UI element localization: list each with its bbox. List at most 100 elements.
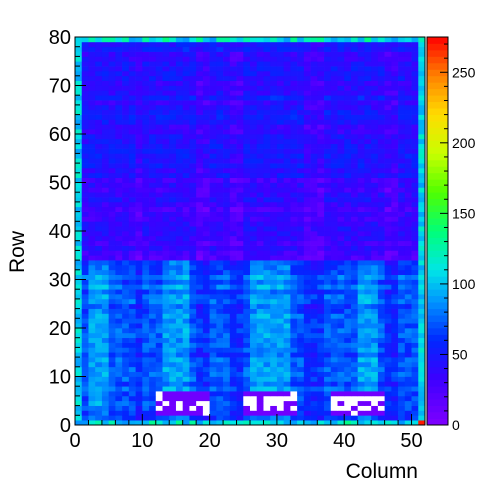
heatmap-cell xyxy=(122,279,130,285)
heatmap-cell xyxy=(229,95,237,101)
heatmap-cell xyxy=(364,361,372,368)
colorbar-segment xyxy=(427,218,448,225)
heatmap-cell xyxy=(75,119,83,125)
heatmap-cell xyxy=(357,221,365,227)
heatmap-cell xyxy=(371,143,379,149)
heatmap-cell xyxy=(250,405,258,411)
heatmap-cell xyxy=(404,177,412,183)
heatmap-cell xyxy=(216,187,224,193)
heatmap-cell xyxy=(243,386,251,392)
heatmap-cell xyxy=(350,104,359,111)
heatmap-cell xyxy=(243,279,251,285)
heatmap-cell xyxy=(149,182,157,188)
heatmap-cell xyxy=(283,405,291,411)
heatmap-cell xyxy=(162,366,170,372)
heatmap-cell xyxy=(411,376,419,382)
heatmap-cell xyxy=(398,163,406,169)
heatmap-cell xyxy=(371,332,379,339)
heatmap-cell xyxy=(101,371,109,377)
heatmap-cell xyxy=(270,109,278,115)
heatmap-cell xyxy=(317,61,325,67)
heatmap-cell xyxy=(276,70,284,77)
heatmap-cell xyxy=(229,250,237,256)
heatmap-cell xyxy=(371,395,379,402)
x-tick-label: 40 xyxy=(333,430,355,452)
heatmap-cell xyxy=(135,395,143,402)
heatmap-cell xyxy=(115,337,123,343)
heatmap-cell xyxy=(175,308,184,314)
heatmap-cell xyxy=(135,148,143,154)
heatmap-cell xyxy=(270,124,278,130)
heatmap-cell xyxy=(115,342,123,348)
heatmap-cell xyxy=(169,391,177,397)
heatmap-cell xyxy=(371,342,379,348)
heatmap-cell xyxy=(216,400,224,406)
heatmap-cell xyxy=(276,216,284,222)
heatmap-cell xyxy=(283,366,291,372)
heatmap-cell xyxy=(81,187,89,193)
heatmap-cell xyxy=(337,95,345,101)
heatmap-cell xyxy=(216,66,224,72)
heatmap-cell xyxy=(202,201,210,208)
heatmap-cell xyxy=(290,279,298,285)
heatmap-cell xyxy=(81,347,89,353)
heatmap-cell xyxy=(303,274,311,280)
heatmap-cell xyxy=(297,221,305,227)
heatmap-cell xyxy=(175,405,184,411)
heatmap-cell xyxy=(344,80,352,86)
heatmap-cell xyxy=(216,192,224,198)
heatmap-cell xyxy=(411,347,419,353)
heatmap-cell xyxy=(317,371,325,377)
heatmap-cell xyxy=(223,294,231,300)
heatmap-cell xyxy=(270,366,278,372)
heatmap-cell xyxy=(101,386,109,392)
heatmap-cell xyxy=(95,240,103,246)
heatmap-cell xyxy=(101,284,109,290)
heatmap-cell xyxy=(377,61,385,67)
heatmap-cell xyxy=(290,61,298,67)
heatmap-cell xyxy=(101,289,109,295)
heatmap-cell xyxy=(357,167,365,174)
heatmap-cell xyxy=(391,143,399,149)
heatmap-cell xyxy=(229,328,237,334)
heatmap-cell xyxy=(155,269,163,275)
colorbar-tick-label: 150 xyxy=(452,205,476,221)
heatmap-cell xyxy=(364,371,372,377)
heatmap-cell xyxy=(128,371,136,377)
heatmap-cell xyxy=(290,51,298,57)
heatmap-cell xyxy=(310,318,318,324)
heatmap-cell xyxy=(122,381,130,387)
heatmap-cell xyxy=(324,41,332,48)
heatmap-cell xyxy=(223,192,231,198)
heatmap-cell xyxy=(377,46,385,52)
heatmap-cell xyxy=(310,366,318,372)
heatmap-cell xyxy=(364,56,372,62)
heatmap-cell xyxy=(283,231,291,237)
heatmap-cell xyxy=(216,95,224,101)
heatmap-cell xyxy=(149,114,157,120)
heatmap-cell xyxy=(142,386,150,392)
heatmap-cell xyxy=(310,167,318,174)
heatmap-cell xyxy=(344,328,352,334)
heatmap-cell xyxy=(81,361,89,368)
heatmap-cell xyxy=(310,323,318,329)
heatmap-cell xyxy=(169,167,177,174)
heatmap-cell xyxy=(303,328,311,334)
colorbar-segment xyxy=(427,418,448,426)
heatmap-cell xyxy=(290,298,298,305)
heatmap-cell xyxy=(398,352,406,358)
heatmap-cell xyxy=(371,381,379,387)
heatmap-cell xyxy=(310,347,318,353)
heatmap-cell xyxy=(297,255,305,261)
heatmap-cell xyxy=(357,318,365,324)
heatmap-cell xyxy=(357,61,365,67)
heatmap-cell xyxy=(263,395,271,402)
heatmap-cell xyxy=(404,240,412,246)
heatmap-cell xyxy=(276,289,284,295)
heatmap-cell xyxy=(108,90,116,96)
heatmap-cell xyxy=(270,318,278,324)
heatmap-cell xyxy=(135,163,143,169)
heatmap-cell xyxy=(149,119,157,125)
heatmap-cell xyxy=(350,172,359,178)
heatmap-cell xyxy=(324,328,332,334)
